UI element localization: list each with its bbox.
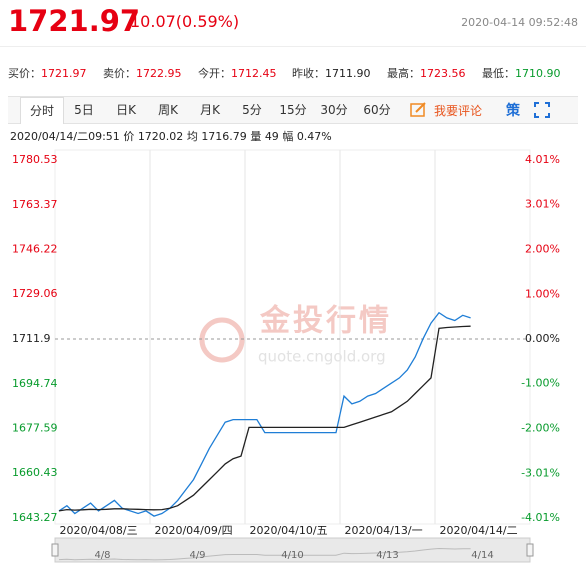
- quote-value: 1722.95: [136, 67, 182, 80]
- info-time: 2020/04/14/二09:51: [10, 130, 120, 143]
- quote-item: 今开：1712.45: [198, 62, 277, 81]
- quote-item: 卖价：1722.95: [103, 62, 182, 81]
- quote-value: 1712.45: [231, 67, 277, 80]
- info-label: 价: [123, 130, 135, 143]
- info-label: 幅: [282, 130, 294, 143]
- y2-tick-label: 1.00%: [525, 287, 560, 300]
- plot-frame: [54, 149, 531, 525]
- price-line: [58, 311, 471, 517]
- info-value: 0.47%: [296, 130, 332, 143]
- y-tick-label: 1711.9: [12, 332, 51, 345]
- tab[interactable]: 15分: [279, 103, 307, 117]
- tab[interactable]: 60分: [363, 103, 391, 117]
- y-tick-label: 1746.22: [12, 242, 58, 255]
- tab[interactable]: 30分: [320, 103, 348, 117]
- navigator-handle[interactable]: [526, 543, 534, 557]
- navigator-handle[interactable]: [51, 543, 59, 557]
- navigator-label: 4/13: [376, 550, 398, 561]
- x-tick-label: 2020/04/09/四: [154, 524, 232, 537]
- navigator-label: 4/9: [189, 550, 205, 561]
- quote-label: 买价：: [8, 67, 41, 80]
- price-line: [58, 325, 471, 512]
- info-label: 均: [186, 130, 198, 143]
- navigator-label: 4/14: [471, 550, 493, 561]
- tab[interactable]: 5分: [242, 103, 262, 117]
- y2-tick-label: 3.01%: [525, 198, 560, 211]
- tab[interactable]: 周K: [158, 103, 178, 117]
- x-tick-label: 2020/04/10/五: [249, 524, 327, 537]
- navigator-line: [58, 547, 471, 561]
- y-tick-label: 1780.53: [12, 153, 58, 166]
- strategy-button[interactable]: 策: [506, 103, 520, 119]
- quote-value: 1710.90: [515, 67, 561, 80]
- quote-item: 昨收：1711.90: [292, 62, 371, 81]
- info-value: 49: [264, 130, 279, 143]
- last-price: 1721.97: [8, 4, 141, 38]
- tab-bar: 分时 5日 日K 周K 月K 5分 15分 30分 60分 我要评论 策: [8, 96, 578, 124]
- tab[interactable]: 日K: [116, 103, 136, 117]
- x-tick-label: 2020/04/14/二: [439, 524, 517, 537]
- quote-value: 1721.97: [41, 67, 87, 80]
- navigator-label: 4/10: [281, 550, 303, 561]
- x-tick-label: 2020/04/08/三: [59, 524, 137, 537]
- quote-label: 最低：: [482, 67, 515, 80]
- y2-tick-label: -1.00%: [521, 377, 560, 390]
- quote-value: 1723.56: [420, 67, 466, 80]
- tab[interactable]: 分时: [20, 97, 64, 124]
- navigator-label: 4/8: [94, 550, 110, 561]
- quote-item: 最高：1723.56: [387, 62, 466, 81]
- quote-value: 1711.90: [325, 67, 371, 80]
- y-tick-label: 1694.74: [12, 377, 58, 390]
- y2-tick-label: 4.01%: [525, 153, 560, 166]
- timestamp: 2020-04-14 09:52:48: [461, 16, 578, 29]
- price-change: 10.07(0.59%): [130, 12, 240, 31]
- y2-tick-label: -4.01%: [521, 511, 560, 524]
- watermark-text: 金投行情: [259, 304, 392, 339]
- quote-label: 昨收：: [292, 67, 325, 80]
- info-value: 1716.79: [201, 130, 247, 143]
- y-tick-label: 1729.06: [12, 287, 58, 300]
- quote-item: 最低：1710.90: [482, 62, 561, 81]
- info-value: 1720.02: [137, 130, 184, 143]
- y2-tick-label: 2.00%: [525, 243, 560, 256]
- quote-label: 卖价：: [103, 67, 136, 80]
- info-label: 量: [250, 130, 262, 143]
- watermark-url: quote.cngold.org: [258, 348, 386, 366]
- quote-label: 最高：: [387, 67, 420, 80]
- comment-icon[interactable]: [410, 102, 428, 118]
- y-tick-label: 1660.43: [12, 466, 58, 479]
- y2-tick-label: 0.00%: [525, 332, 560, 345]
- comment-button[interactable]: 我要评论: [434, 104, 483, 118]
- watermark-logo: [199, 317, 245, 363]
- y2-tick-label: -3.01%: [521, 466, 560, 479]
- x-tick-label: 2020/04/13/一: [344, 524, 422, 537]
- y-tick-label: 1763.37: [12, 198, 58, 211]
- y2-tick-label: -2.00%: [521, 421, 560, 434]
- y-tick-label: 1677.59: [12, 421, 58, 434]
- fullscreen-button[interactable]: [534, 102, 550, 118]
- quote-label: 今开：: [198, 67, 231, 80]
- separator: [0, 46, 586, 47]
- y-tick-label: 1643.27: [12, 511, 58, 524]
- info-line: 2020/04/14/二09:51 价 1720.02 均 1716.79 量 …: [10, 128, 332, 144]
- quote-item: 买价：1721.97: [8, 62, 87, 81]
- tab[interactable]: 5日: [74, 103, 94, 117]
- tab[interactable]: 月K: [200, 103, 220, 117]
